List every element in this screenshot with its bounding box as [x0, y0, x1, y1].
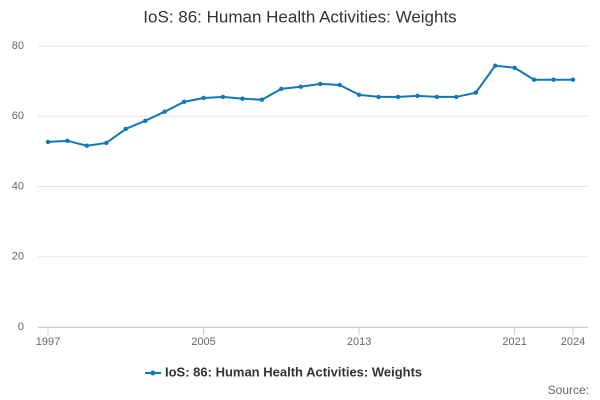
x-tick-label: 1997	[36, 336, 60, 348]
point	[318, 81, 323, 87]
point	[473, 90, 478, 95]
point	[143, 118, 148, 124]
y-tick-label: 0	[18, 321, 24, 333]
point	[240, 96, 245, 101]
y-tick-label: 60	[12, 110, 24, 122]
point	[395, 94, 401, 100]
point	[415, 93, 420, 99]
point	[551, 77, 556, 82]
point	[454, 94, 459, 100]
point	[376, 94, 381, 100]
point	[493, 63, 498, 68]
series-line	[47, 64, 573, 147]
x-tick-label: 2005	[191, 336, 215, 348]
point	[298, 84, 303, 89]
point	[84, 143, 90, 148]
chart-title: IoS: 86: Human Health Activities: Weight…	[143, 7, 456, 26]
y-tick-label: 20	[12, 251, 24, 263]
point	[181, 99, 187, 105]
point	[337, 82, 342, 88]
point	[279, 86, 284, 92]
point	[104, 140, 109, 146]
x-tick-label: 2013	[347, 336, 371, 348]
point	[531, 77, 537, 82]
x-tick-label: 2024	[561, 336, 585, 348]
point	[356, 92, 362, 98]
point	[512, 65, 517, 70]
point	[123, 126, 128, 132]
point	[201, 95, 206, 101]
point	[259, 97, 265, 102]
point	[570, 77, 576, 82]
point	[65, 138, 70, 144]
point	[220, 94, 226, 100]
point	[45, 139, 51, 145]
x-tick-label: 2021	[502, 336, 526, 348]
point	[162, 109, 167, 114]
legend-marker	[150, 370, 156, 376]
y-tick-label: 40	[12, 180, 24, 192]
y-tick-label: 80	[12, 40, 24, 52]
legend-label: IoS: 86: Human Health Activities: Weight…	[165, 364, 422, 379]
source: Source:	[548, 383, 589, 397]
point	[434, 94, 440, 100]
